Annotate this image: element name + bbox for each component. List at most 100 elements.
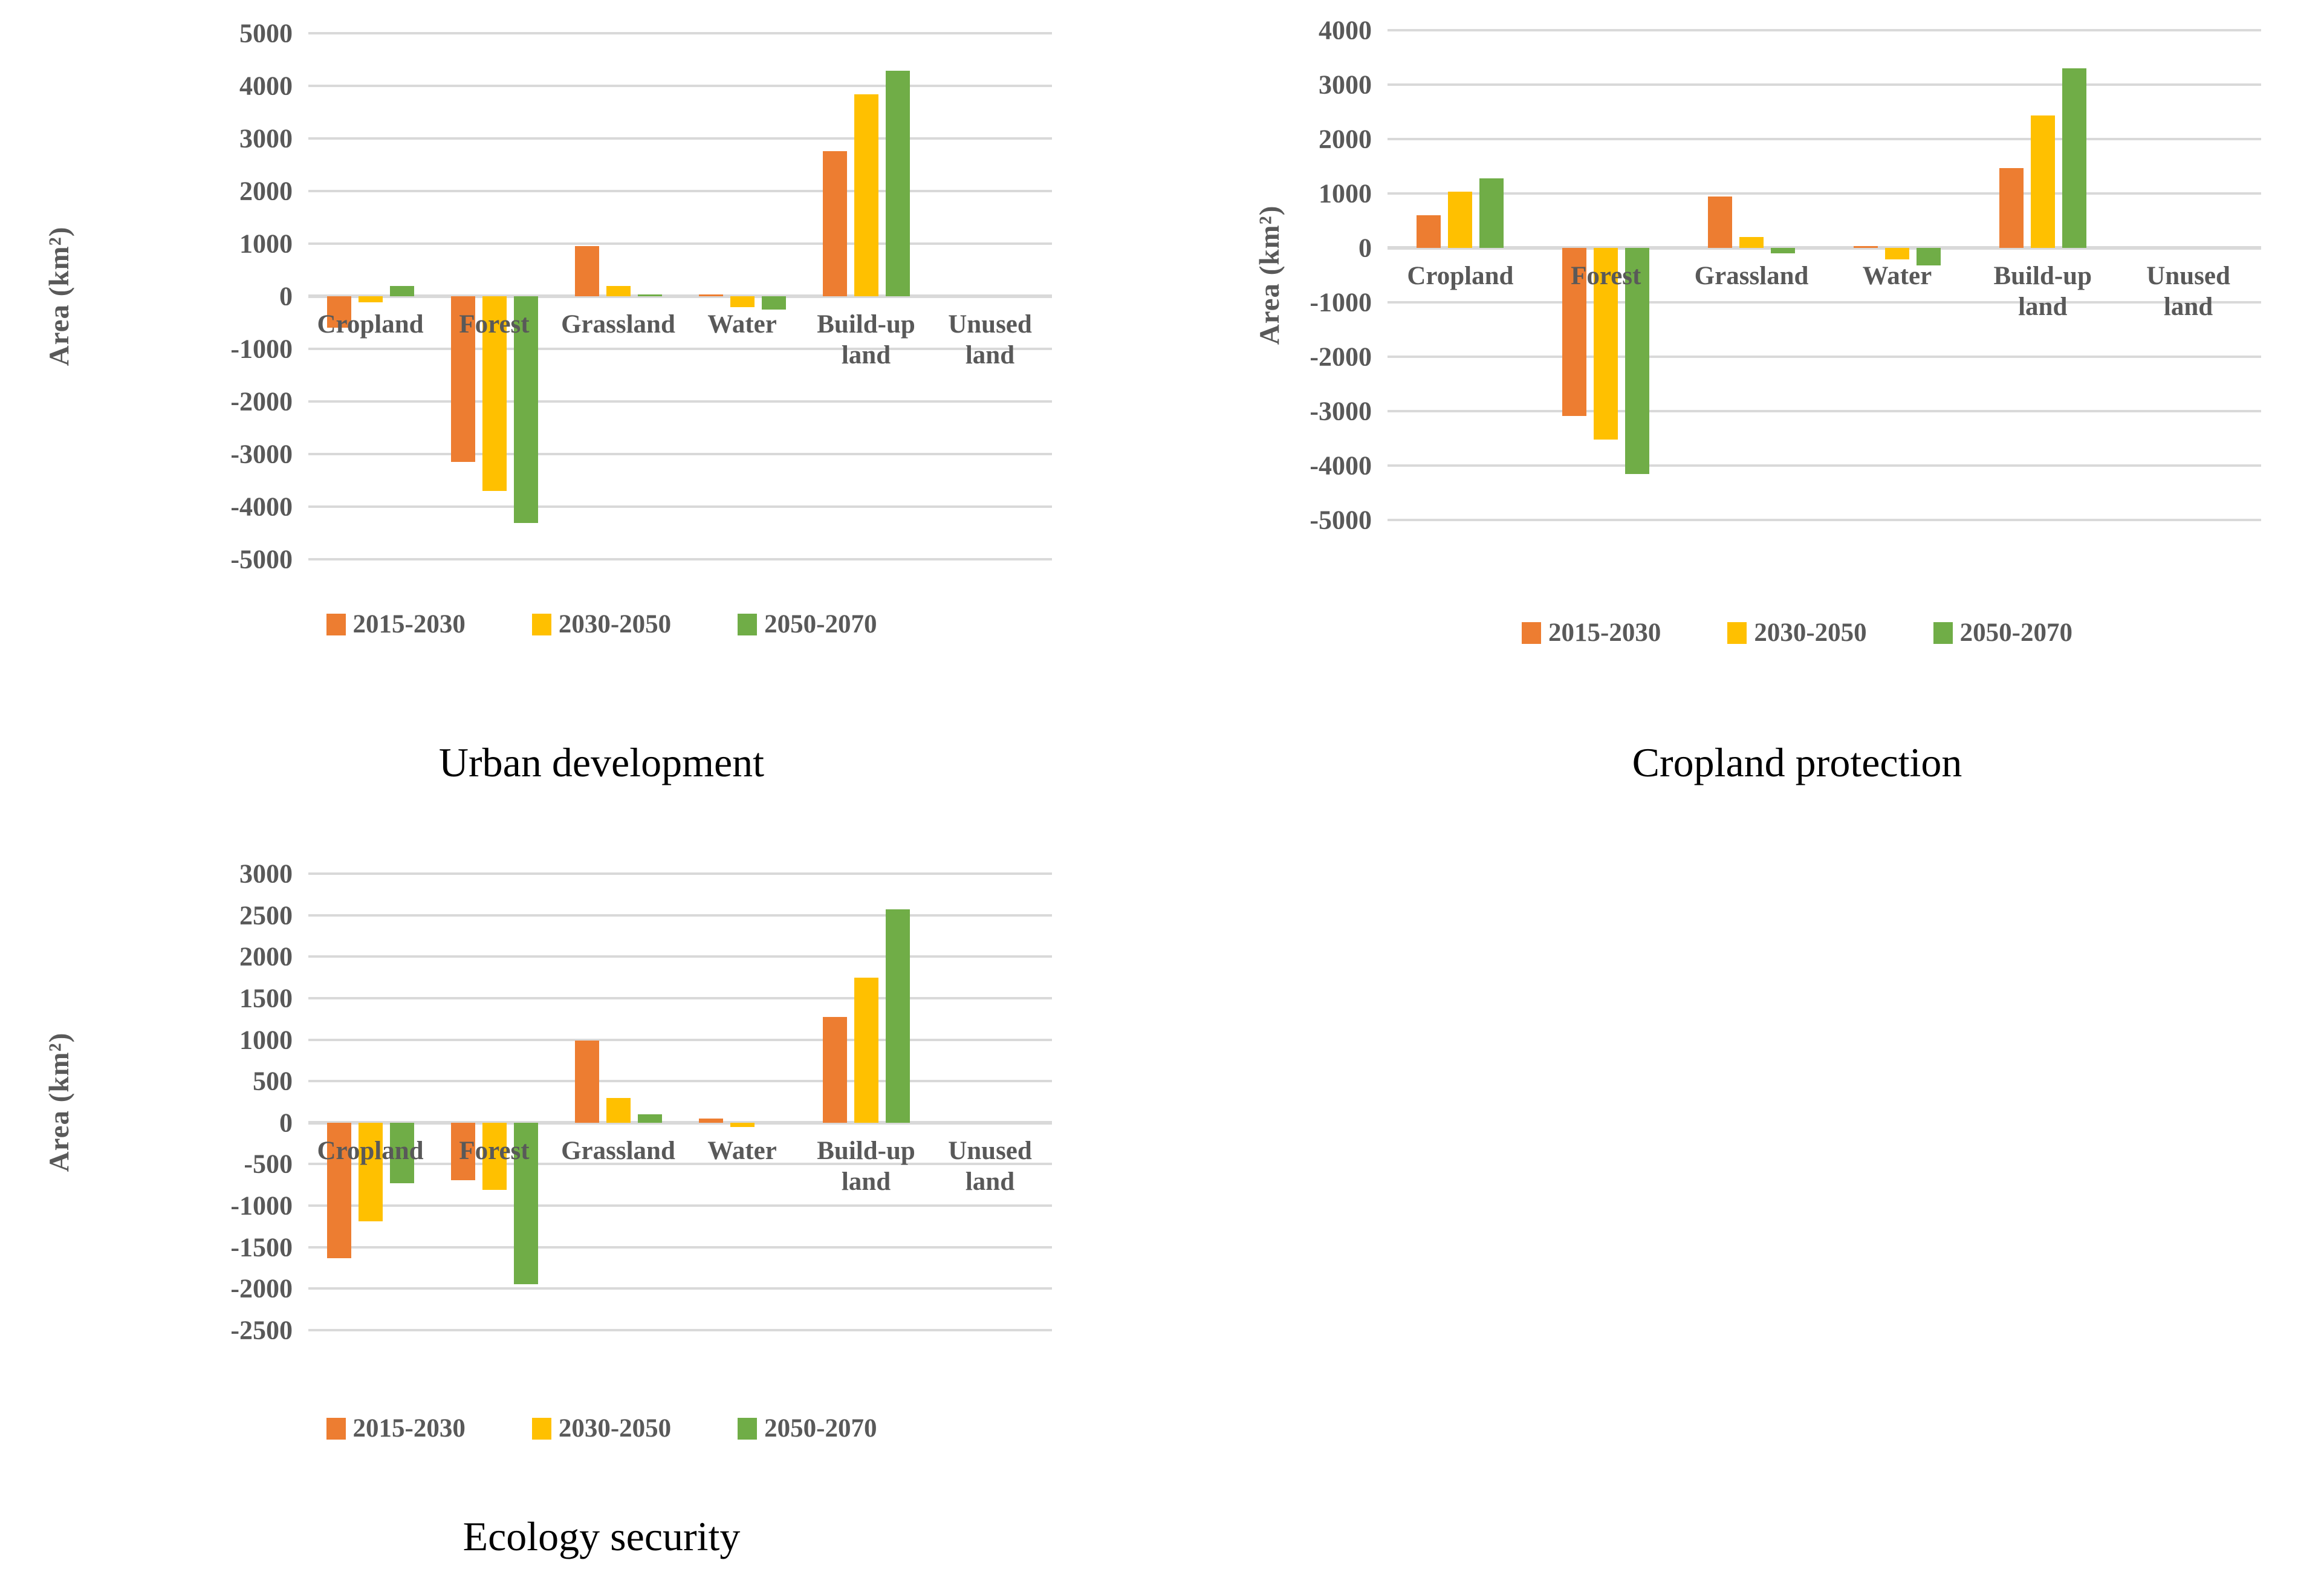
legend-item: 2050-2070 [738, 1414, 877, 1443]
legend-swatch-icon [1522, 622, 1541, 644]
bar-2050-2070 [1479, 178, 1504, 248]
category-group: Water [1825, 30, 1970, 520]
category-group: Forest [432, 33, 556, 559]
x-category-label: Build-up land [1993, 261, 2092, 321]
x-category-label: Cropland [317, 1136, 424, 1165]
bar-2030-2050 [358, 296, 383, 303]
legend-label: 2030-2050 [1754, 619, 1867, 647]
y-tick-label: -1000 [230, 1190, 293, 1221]
gridline [1388, 410, 2261, 412]
gridline [308, 558, 1052, 560]
y-tick-label: -5000 [230, 544, 293, 574]
bar-2030-2050 [606, 285, 631, 296]
bar-2015-2030 [326, 296, 351, 328]
legend-swatch-icon [326, 613, 346, 635]
gridline [308, 1329, 1052, 1331]
plot-area-cropland-protection: Area (km²) 4000 3000 2000 1000 0 -1000 -2000 -3… [1254, 16, 2261, 535]
gridline [1388, 519, 2261, 521]
bar-2015-2030 [450, 296, 475, 463]
y-tick-label: -2500 [230, 1315, 293, 1345]
bar-2050-2070 [761, 296, 786, 310]
y-tick-label: 0 [1358, 233, 1372, 263]
bar-2030-2050 [606, 1097, 631, 1123]
x-category-label: Water [1862, 261, 1932, 290]
bar-2050-2070 [389, 1122, 414, 1184]
category-group: Forest [1533, 30, 1679, 520]
legend-item: 2050-2070 [738, 609, 877, 639]
legend-item: 2050-2070 [1933, 618, 2072, 648]
chart-title-ecology-security: Ecology security [463, 1513, 741, 1559]
legend-item: 2015-2030 [326, 609, 466, 639]
category-group: Grassland [1679, 30, 1825, 520]
y-tick-label: -1000 [1310, 287, 1372, 317]
category-group: Grassland [556, 33, 680, 559]
y-tick-label: -2000 [1310, 342, 1372, 372]
gridline [1388, 355, 2261, 358]
y-tick-label: -2000 [230, 1273, 293, 1304]
bar-2050-2070 [2062, 68, 2086, 248]
y-tick-label: 2500 [239, 900, 293, 931]
gridline [308, 32, 1052, 34]
bar-2015-2030 [1708, 196, 1733, 248]
chart-title-urban-development: Urban development [438, 739, 765, 785]
y-axis-title: Area (km²) [1254, 205, 1285, 345]
legend-cropland-protection: 2015-2030 2030-2050 2050-2070 [1388, 618, 2261, 648]
gridline [308, 914, 1052, 917]
x-category-label: Cropland [317, 310, 424, 339]
y-tick-label: -1500 [230, 1232, 293, 1262]
gridline [1388, 29, 2261, 31]
category-group: Cropland [308, 33, 432, 559]
zero-axis-line [308, 294, 1052, 298]
y-tick-label: 2000 [239, 176, 293, 206]
x-category-label: Forest [459, 310, 530, 339]
legend-swatch-icon [326, 1417, 346, 1440]
gridline [308, 190, 1052, 192]
bar-2015-2030 [1999, 167, 2024, 248]
legend-label: 2030-2050 [558, 1414, 672, 1443]
x-category-label: Build-up land [817, 1136, 915, 1196]
category-group: Cropland [308, 874, 432, 1330]
category-group: Unused land [928, 33, 1052, 559]
bar-2015-2030 [822, 151, 847, 296]
bar-2050-2070 [885, 909, 910, 1123]
gridline [1388, 138, 2261, 140]
x-category-label: Unused land [948, 1136, 1032, 1196]
zero-axis-line [308, 1120, 1052, 1125]
x-category-label: Grassland [1694, 261, 1809, 290]
gridline [308, 872, 1052, 875]
bar-2030-2050 [1884, 248, 1909, 259]
x-category-label: Unused land [2146, 261, 2230, 321]
gridline [308, 1287, 1052, 1290]
bar-2015-2030 [1562, 248, 1587, 417]
legend-swatch-icon [531, 613, 551, 635]
legend-item: 2015-2030 [1522, 618, 1661, 648]
x-category-label: Water [707, 310, 777, 339]
x-category-label: Forest [459, 1136, 530, 1165]
y-axis-title: Area (km²) [44, 1032, 75, 1172]
bar-2015-2030 [698, 294, 723, 296]
plot-area-ecology-security: Area (km²) 3000 2500 2000 1500 1000 500 0 -500 -… [44, 859, 1052, 1345]
gridline [308, 505, 1052, 508]
legend-label: 2015-2030 [1548, 619, 1661, 647]
legend-swatch-icon [738, 613, 758, 635]
category-group: Unused land [928, 874, 1052, 1330]
y-tick-label: -4000 [1310, 450, 1372, 481]
bar-2015-2030 [574, 1040, 599, 1123]
gridline [1388, 192, 2261, 195]
legend-ecology-security: 2015-2030 2030-2050 2050-2070 [308, 1414, 1052, 1443]
gridline [1388, 464, 2261, 467]
category-group: Build-up land [1970, 30, 2115, 520]
gridline [308, 955, 1052, 958]
bar-2030-2050 [854, 977, 878, 1123]
bar-2030-2050 [358, 1122, 383, 1222]
bar-2015-2030 [822, 1017, 847, 1123]
legend-label: 2050-2070 [1959, 619, 2072, 647]
x-category-label: Cropland [1407, 261, 1514, 290]
legend-item: 2030-2050 [531, 1414, 672, 1443]
category-group: Forest [432, 874, 556, 1330]
category-group: Unused land [2115, 30, 2261, 520]
gridline [1388, 83, 2261, 86]
legend-item: 2015-2030 [326, 1414, 466, 1443]
bar-2050-2070 [885, 70, 910, 296]
y-tick-label: 500 [253, 1066, 293, 1096]
